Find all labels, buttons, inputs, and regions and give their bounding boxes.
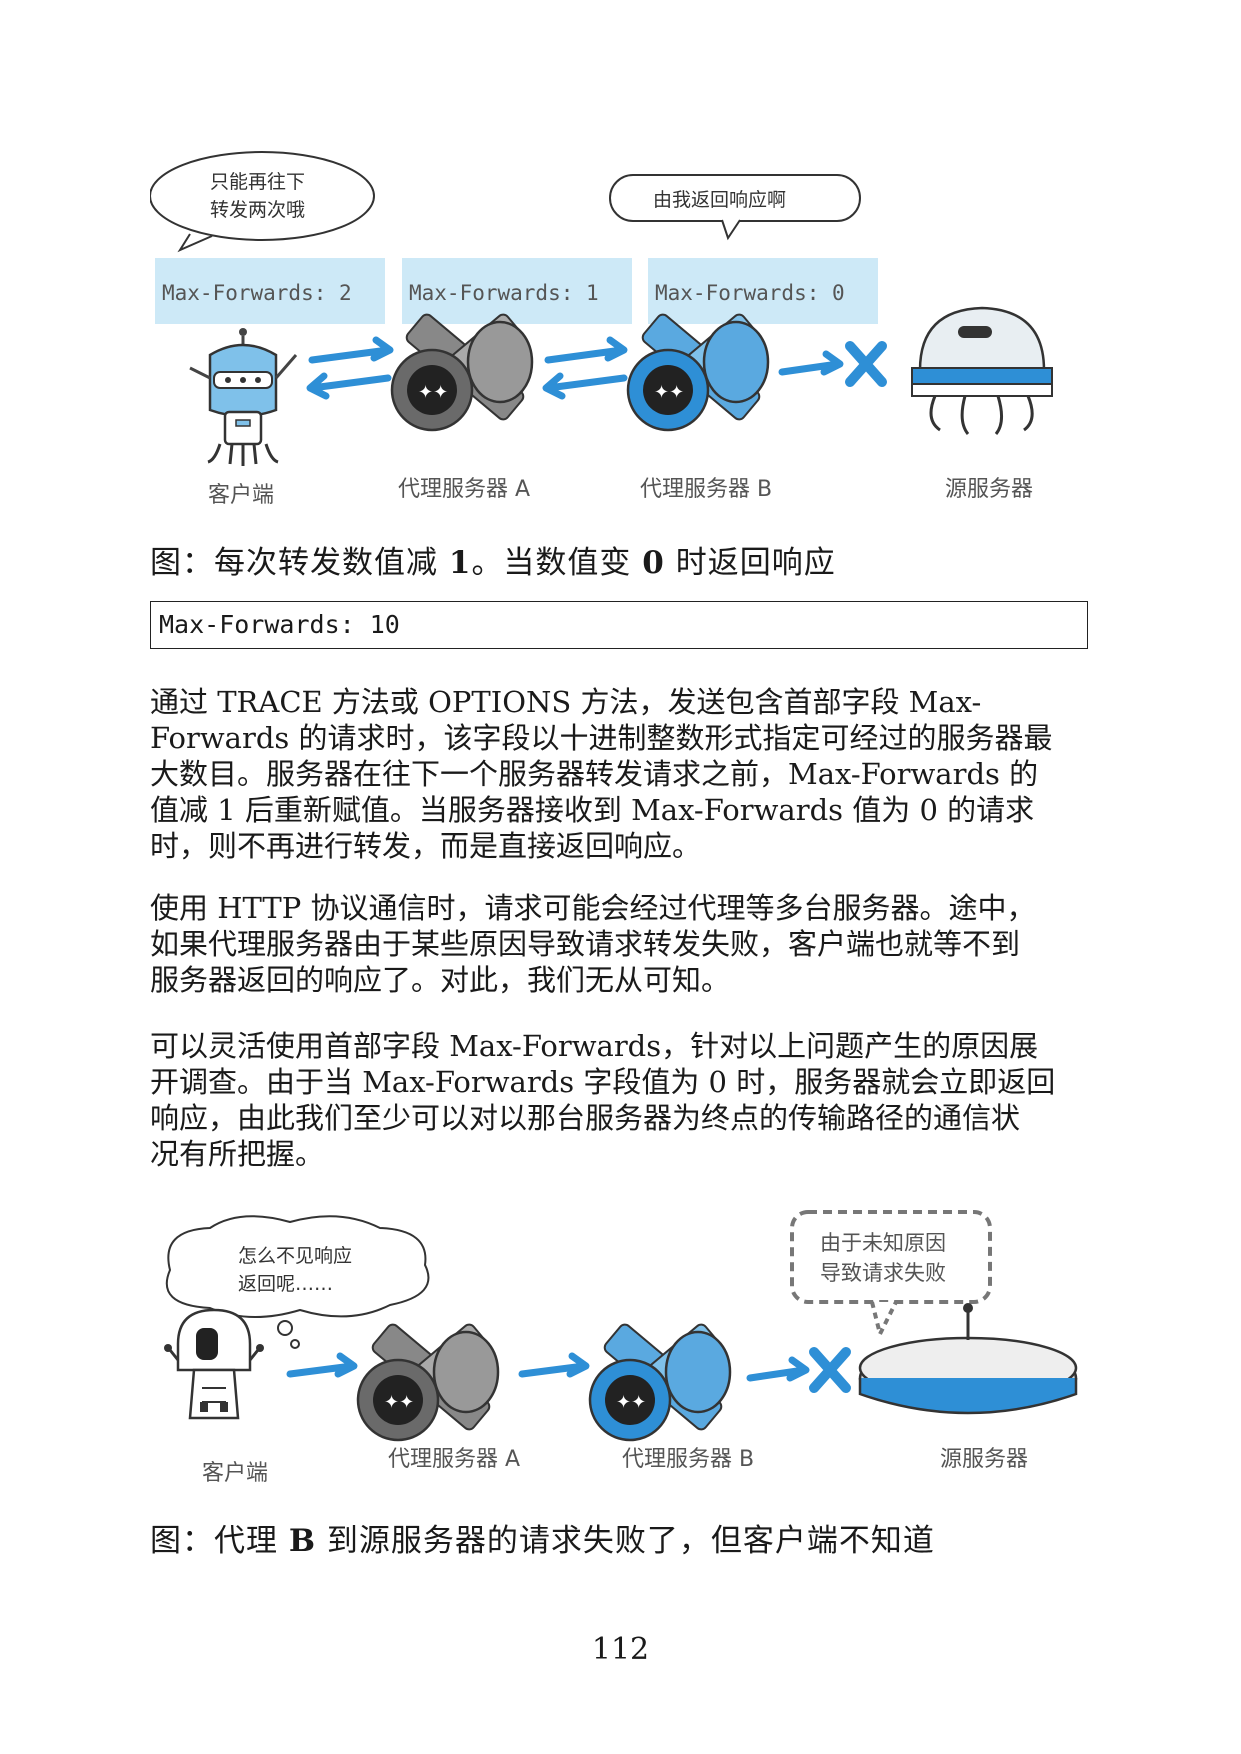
paragraph-line: 可以灵活使用首部字段 Max-Forwards，针对以上问题产生的原因展 [150, 1029, 1039, 1063]
proxy-b-icon: ✦✦ [588, 1323, 732, 1442]
header-box-2: Max-Forwards: 2 [155, 258, 385, 324]
paragraph-line: 时，则不再进行转发，而是直接返回响应。 [150, 829, 702, 863]
blocked-x-icon [809, 1347, 851, 1393]
paragraph-line: Forwards 的请求时，该字段以十进制整数形式指定可经过的服务器最 [150, 721, 1053, 755]
code-example: Max-Forwards: 10 [150, 601, 1088, 649]
caption1-suffix: 时返回响应 [664, 545, 836, 581]
paragraph-line: 响应，由此我们至少可以对以那台服务器为终点的传输路径的通信状 [150, 1101, 1021, 1135]
bubble-left-line2: 转发两次哦 [210, 199, 305, 221]
bubble-left-line1: 只能再往下 [210, 171, 305, 193]
label-origin: 源服务器 [940, 1447, 1028, 1472]
svg-text:✦✦: ✦✦ [418, 382, 448, 403]
paragraph-line: 通过 TRACE 方法或 OPTIONS 方法，发送包含首部字段 Max- [150, 685, 982, 719]
caption2-prefix: 图：代理 [150, 1523, 289, 1559]
label-client: 客户端 [202, 1461, 268, 1486]
label-proxy-a: 代理服务器 A [388, 1447, 520, 1472]
figure1-caption: 图：每次转发数值减 1。当数值变 0 时返回响应 [150, 537, 1090, 582]
paragraph-line: 服务器返回的响应了。对此，我们无从可知。 [150, 963, 731, 997]
arrow-3 [746, 1356, 810, 1382]
paragraph-line: 值减 1 后重新赋值。当服务器接收到 Max-Forwards 值为 0 的请求 [150, 793, 1035, 827]
thought-bubble-left: 怎么不见响应 返回呢…… [165, 1215, 430, 1349]
speech-bubble-left: 只能再往下 转发两次哦 [150, 151, 375, 253]
caption1-middle: 。当数值变 [471, 545, 643, 581]
svg-text:✦✦: ✦✦ [384, 1392, 414, 1413]
arrow-pair-1 [306, 336, 394, 400]
bubble-right-text: 由我返回响应啊 [653, 189, 786, 211]
header-label-0: Max-Forwards: 0 [655, 281, 845, 305]
arrow-to-origin [778, 350, 844, 376]
paragraph-line: 开调查。由于当 Max-Forwards 字段值为 0 时，服务器就会立即返回 [150, 1065, 1056, 1099]
caption1-num1: 1 [448, 545, 472, 581]
origin-server-icon [911, 306, 1053, 435]
figure1-illustration: 只能再往下 转发两次哦 由我返回响应啊 Max-Forwards: 2 Max-… [150, 151, 1053, 508]
client-robot-icon [189, 328, 298, 466]
paragraph-line: 况有所把握。 [150, 1137, 325, 1171]
proxy-b-icon: ✦✦ [626, 313, 770, 432]
blocked-x-icon [845, 341, 887, 387]
bubble2-left-line2: 返回呢…… [238, 1273, 333, 1295]
figure2-illustration: 怎么不见响应 返回呢…… 由于未知原因 导致请求失败 [164, 1210, 1078, 1486]
figure2-caption: 图：代理 B 到源服务器的请求失败了，但客户端不知道 [150, 1515, 1090, 1560]
header-box-1: Max-Forwards: 1 [402, 258, 632, 324]
label-origin: 源服务器 [945, 477, 1033, 502]
header-label-2: Max-Forwards: 2 [162, 281, 352, 305]
label-proxy-b: 代理服务器 B [622, 1447, 754, 1472]
header-box-0: Max-Forwards: 0 [648, 258, 878, 324]
paragraph-3: 可以灵活使用首部字段 Max-Forwards，针对以上问题产生的原因展 开调查… [150, 1028, 1095, 1172]
arrow-pair-2 [542, 336, 628, 400]
paragraph-line: 使用 HTTP 协议通信时，请求可能会经过代理等多台服务器。途中， [150, 891, 1036, 925]
caption2-suffix: 到源服务器的请求失败了，但客户端不知道 [316, 1523, 935, 1559]
label-proxy-b: 代理服务器 B [640, 477, 772, 502]
paragraph-line: 大数目。服务器在往下一个服务器转发请求之前，Max-Forwards 的 [150, 757, 1039, 791]
svg-text:✦✦: ✦✦ [654, 382, 684, 403]
bubble2-right-line2: 导致请求失败 [820, 1261, 946, 1285]
label-proxy-a: 代理服务器 A [398, 477, 530, 502]
speech-bubble-right: 由我返回响应啊 [609, 174, 861, 241]
dashed-bubble-right: 由于未知原因 导致请求失败 [790, 1210, 992, 1340]
proxy-a-icon: ✦✦ [356, 1323, 500, 1442]
paragraph-1: 通过 TRACE 方法或 OPTIONS 方法，发送包含首部字段 Max- Fo… [150, 684, 1095, 864]
header-label-1: Max-Forwards: 1 [409, 281, 599, 305]
svg-text:✦✦: ✦✦ [616, 1392, 646, 1413]
arrow-1 [286, 1352, 358, 1378]
bubble2-right-line1: 由于未知原因 [820, 1231, 946, 1255]
paragraph-2: 使用 HTTP 协议通信时，请求可能会经过代理等多台服务器。途中， 如果代理服务… [150, 890, 1095, 998]
paragraph-line: 如果代理服务器由于某些原因导致请求转发失败，客户端也就等不到 [150, 927, 1021, 961]
figure-request-failure: 怎么不见响应 返回呢…… 由于未知原因 导致请求失败 [150, 1210, 1090, 1490]
arrow-2 [518, 1352, 590, 1378]
origin-server-icon [858, 1303, 1078, 1415]
caption1-num2: 0 [642, 545, 665, 581]
caption1-prefix: 图：每次转发数值减 [150, 545, 449, 581]
bubble2-left-line1: 怎么不见响应 [238, 1245, 352, 1267]
caption2-bold: B [288, 1523, 317, 1559]
label-client: 客户端 [208, 483, 274, 508]
proxy-a-icon: ✦✦ [390, 313, 534, 432]
figure-max-forwards-decrement: 只能再往下 转发两次哦 由我返回响应啊 Max-Forwards: 2 Max-… [150, 150, 1090, 510]
client-robot-icon [164, 1308, 264, 1420]
page-number: 112 [591, 1632, 650, 1667]
